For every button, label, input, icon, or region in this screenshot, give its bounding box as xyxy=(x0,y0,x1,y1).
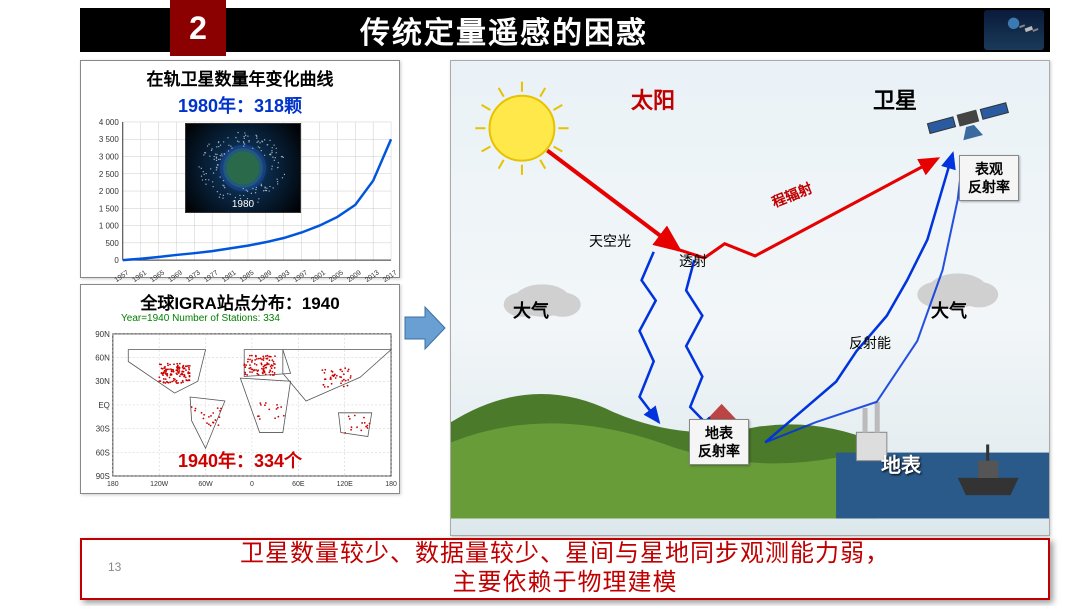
skylight-label: 天空光 xyxy=(589,231,631,251)
satellite-corner-icon xyxy=(984,10,1044,50)
summary-line1: 卫星数量较少、数据量较少、星间与星地同步观测能力弱， xyxy=(240,540,890,569)
svg-text:90N: 90N xyxy=(95,330,110,339)
svg-text:1985: 1985 xyxy=(239,269,256,282)
earth-debris-inset-image: 1980 xyxy=(185,123,301,213)
svg-text:30S: 30S xyxy=(96,425,110,434)
svg-text:60E: 60E xyxy=(292,481,305,488)
svg-text:1969: 1969 xyxy=(167,269,184,282)
svg-text:3 500: 3 500 xyxy=(99,135,119,144)
svg-text:60N: 60N xyxy=(95,354,110,363)
svg-text:1957: 1957 xyxy=(114,269,131,282)
section-number: 2 xyxy=(189,10,207,47)
atmosphere-right-label: 大气 xyxy=(931,297,967,323)
svg-text:0: 0 xyxy=(250,481,254,488)
svg-text:1993: 1993 xyxy=(275,269,292,282)
svg-text:1965: 1965 xyxy=(149,269,166,282)
svg-text:30N: 30N xyxy=(95,377,110,386)
svg-text:2 500: 2 500 xyxy=(99,170,119,179)
radiative-transfer-diagram: 太阳 卫星 大气 大气 地表 天空光 透射 程辐射 反射能 表观反射率 地表反射… xyxy=(450,60,1050,536)
igra-title: 全球IGRA站点分布：1940 xyxy=(81,285,399,314)
svg-text:180: 180 xyxy=(385,481,397,488)
satellite-label: 卫星 xyxy=(873,83,917,115)
section-number-box: 2 xyxy=(170,0,226,56)
page-title: 传统定量遥感的困惑 xyxy=(360,8,648,52)
svg-text:3 000: 3 000 xyxy=(99,152,119,161)
svg-text:2017: 2017 xyxy=(382,269,399,282)
apparent-reflectance-box: 表观反射率 xyxy=(959,155,1019,201)
svg-text:2009: 2009 xyxy=(346,269,363,282)
svg-text:1997: 1997 xyxy=(292,269,309,282)
reflectance-label: 反射能 xyxy=(849,333,891,353)
igra-meta-text: Year=1940 Number of Stations: 334 xyxy=(121,313,280,324)
satellite-count-panel: 在轨卫星数量年变化曲线 1980年：318颗 0 500 1 000 1 500 2 0… xyxy=(80,60,400,278)
svg-text:1977: 1977 xyxy=(203,269,220,282)
atmosphere-left-label: 大气 xyxy=(513,297,549,323)
svg-text:2013: 2013 xyxy=(364,269,381,282)
svg-text:2005: 2005 xyxy=(328,269,345,282)
svg-text:2 000: 2 000 xyxy=(99,187,119,196)
satellite-1980-count: 1980年：318颗 xyxy=(81,90,399,118)
svg-text:120W: 120W xyxy=(150,481,169,488)
satellite-chart-title: 在轨卫星数量年变化曲线 xyxy=(81,61,399,90)
transmit-label: 透射 xyxy=(679,251,707,271)
content-area: 在轨卫星数量年变化曲线 1980年：318颗 0 500 1 000 1 500 2 0… xyxy=(80,60,1050,536)
igra-1940-count: 1940年：334个 xyxy=(81,447,399,473)
sun-label: 太阳 xyxy=(631,83,675,115)
svg-text:1981: 1981 xyxy=(221,269,238,282)
arrow-connector xyxy=(400,60,450,536)
surface-reflectance-box: 地表反射率 xyxy=(689,419,749,465)
left-column: 在轨卫星数量年变化曲线 1980年：318颗 0 500 1 000 1 500 2 0… xyxy=(80,60,400,536)
summary-box: 卫星数量较少、数据量较少、星间与星地同步观测能力弱， 主要依赖于物理建模 xyxy=(80,538,1050,600)
inset-year-label: 1980 xyxy=(186,199,300,210)
svg-text:1 000: 1 000 xyxy=(99,222,119,231)
surface-label: 地表 xyxy=(881,449,921,478)
svg-text:2001: 2001 xyxy=(310,269,327,282)
igra-stations-panel: 全球IGRA站点分布：1940 Year=1940 Number of Stat… xyxy=(80,284,400,494)
svg-text:500: 500 xyxy=(106,239,120,248)
svg-text:EQ: EQ xyxy=(98,401,109,410)
summary-line2: 主要依赖于物理建模 xyxy=(453,569,678,598)
svg-text:0: 0 xyxy=(114,256,119,265)
arrow-right-icon xyxy=(403,305,447,351)
slide-number: 13 xyxy=(108,560,121,574)
svg-text:60W: 60W xyxy=(198,481,213,488)
svg-text:1 500: 1 500 xyxy=(99,204,119,213)
svg-text:1989: 1989 xyxy=(257,269,274,282)
svg-text:4 000: 4 000 xyxy=(99,118,119,127)
svg-text:180: 180 xyxy=(107,481,119,488)
svg-text:120E: 120E xyxy=(337,481,354,488)
svg-text:1961: 1961 xyxy=(131,269,148,282)
svg-text:1973: 1973 xyxy=(185,269,202,282)
svg-text:90S: 90S xyxy=(96,472,110,481)
